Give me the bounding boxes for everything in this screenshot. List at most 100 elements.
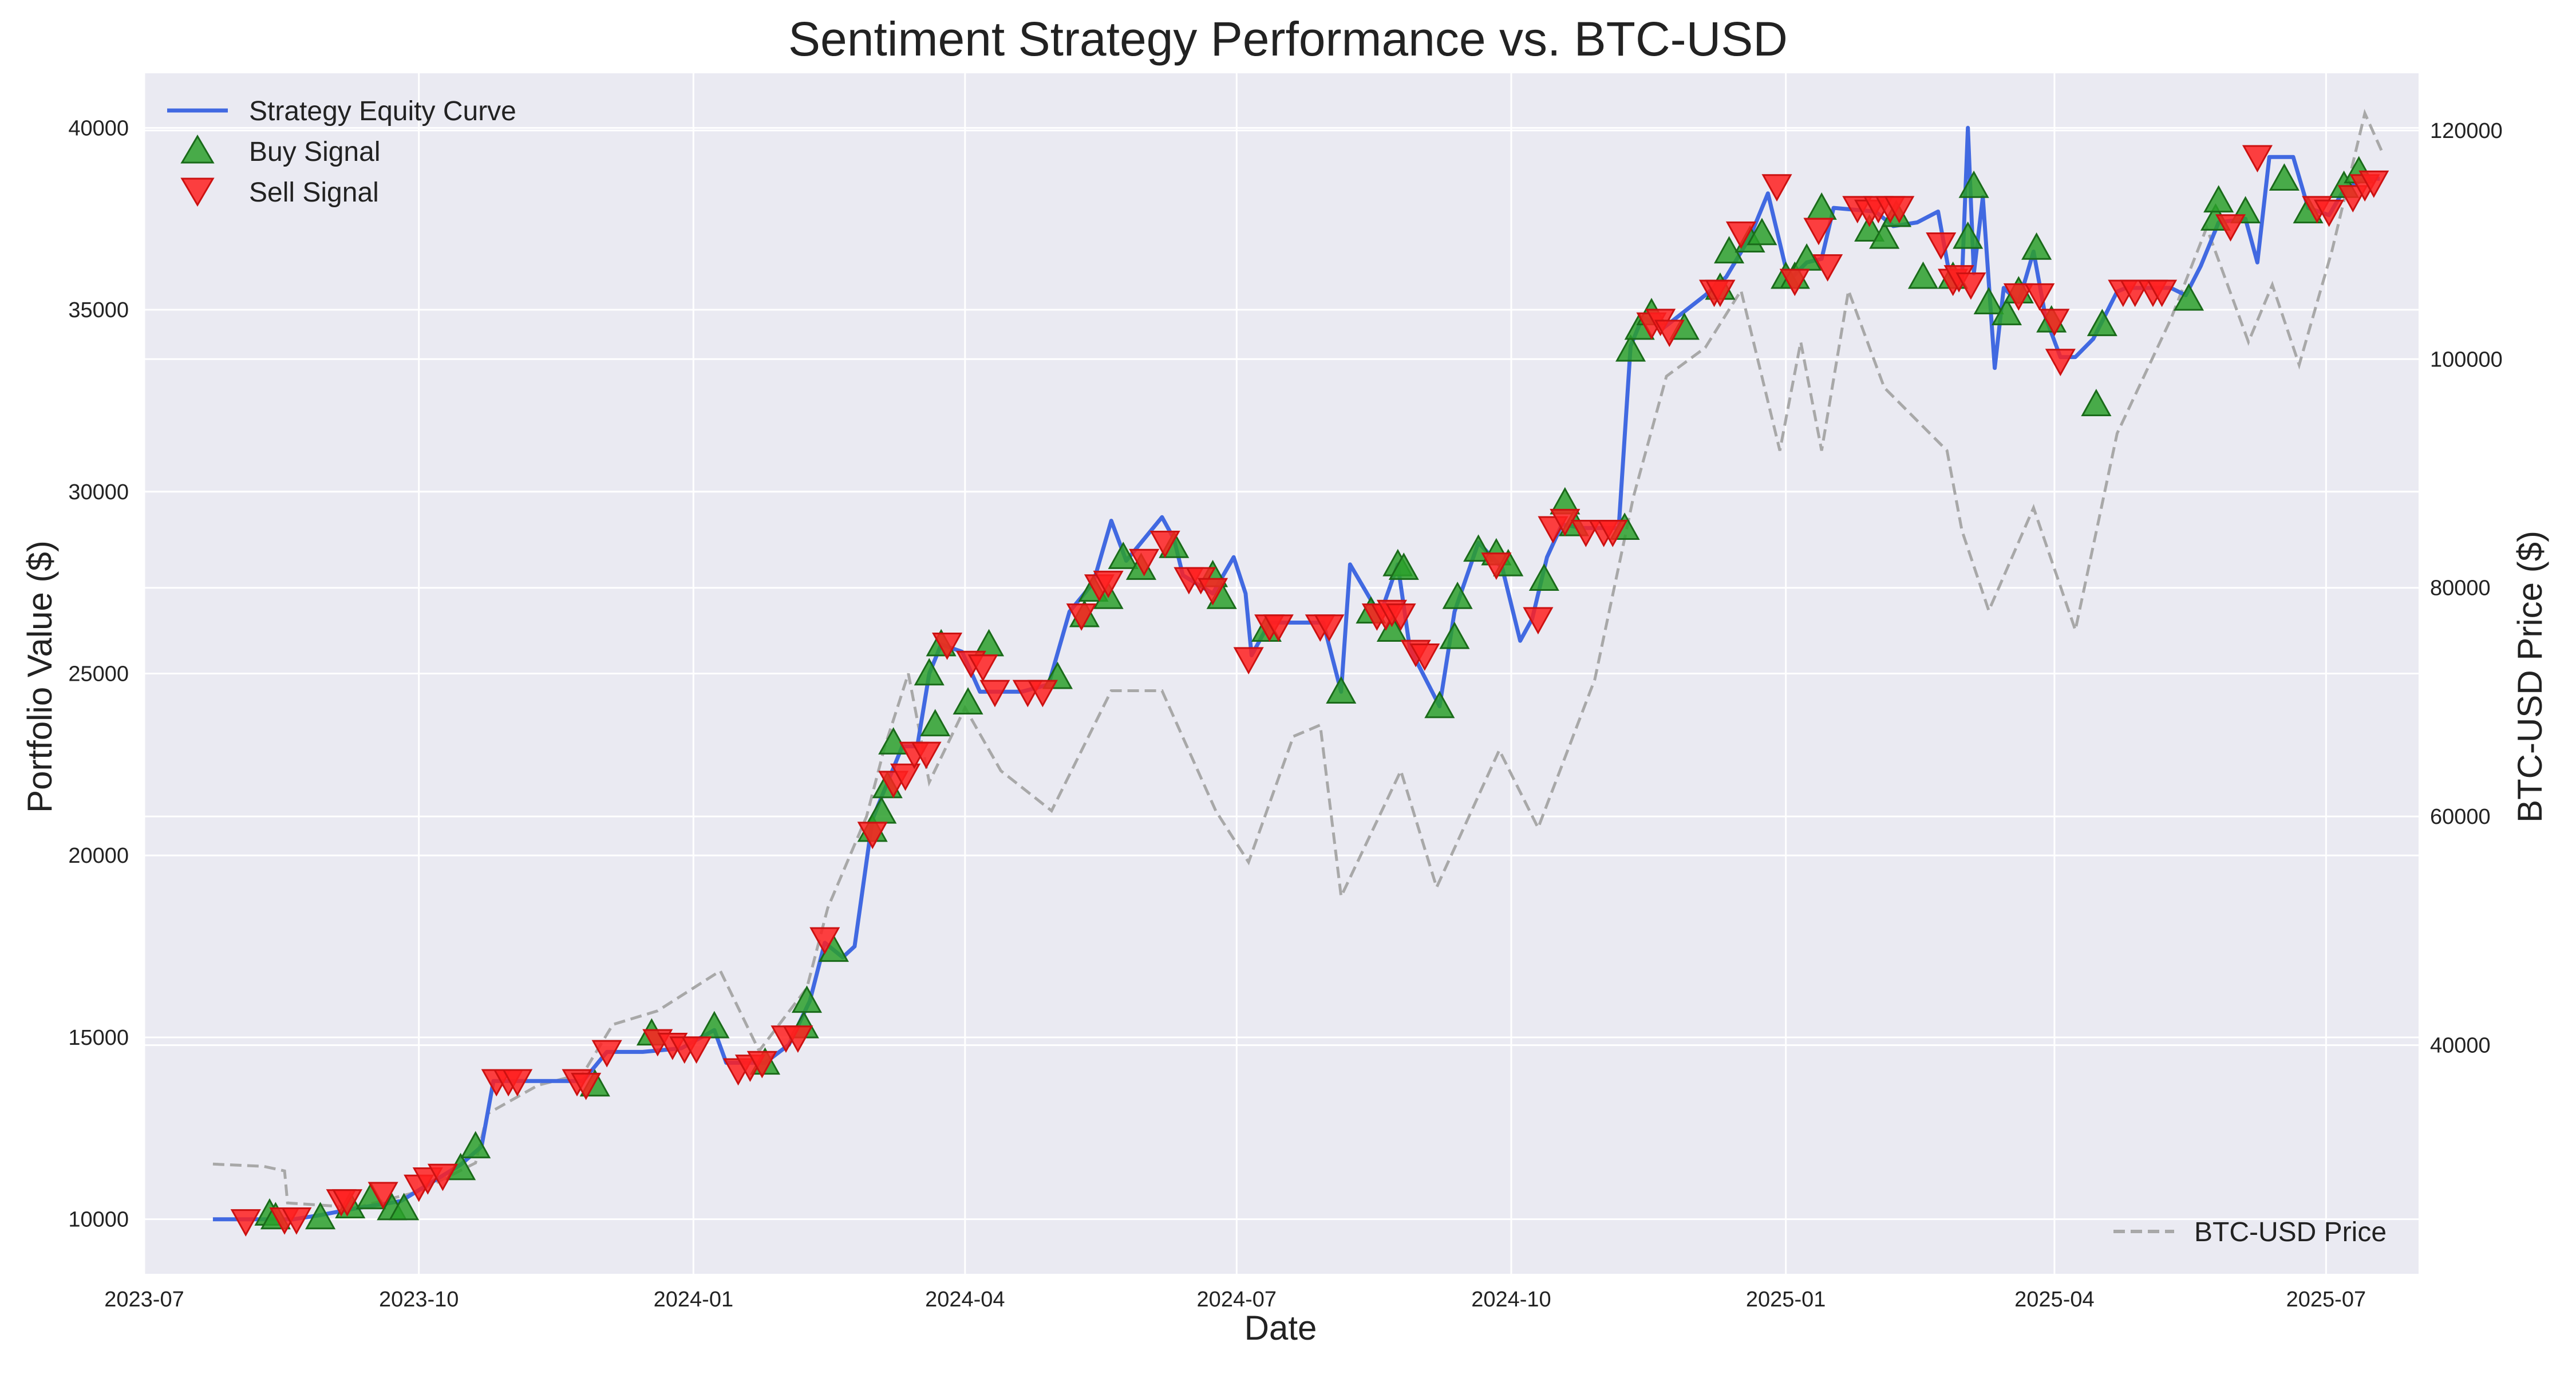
- sell-signal-marker: [1027, 680, 1058, 708]
- sell-signal-marker: [1654, 319, 1685, 348]
- x-tick-label: 2024-07: [1197, 1288, 1277, 1312]
- legend-swatch-buy: [180, 135, 215, 164]
- sell-signal-marker: [1093, 570, 1124, 598]
- sell-signal-marker: [591, 1040, 622, 1068]
- buy-signal-marker: [920, 709, 951, 737]
- buy-signal-marker: [1747, 218, 1777, 246]
- sell-signal-marker: [502, 1069, 533, 1097]
- buy-signal-marker: [389, 1193, 420, 1221]
- buy-signal-marker: [1958, 170, 1989, 198]
- y2-tick-label: 40000: [2430, 1034, 2491, 1058]
- sell-signal-marker: [1314, 614, 1345, 642]
- sell-signal-marker: [1198, 578, 1228, 606]
- sell-signal-marker: [1779, 269, 1810, 297]
- legend-label-sell: Sell Signal: [249, 177, 379, 208]
- sell-signal-marker: [2147, 279, 2178, 307]
- chart-title: Sentiment Strategy Performance vs. BTC-U…: [788, 12, 1788, 66]
- buy-signal-marker: [1854, 214, 1885, 242]
- sell-signal-marker: [1149, 531, 1180, 558]
- y2-tick-label: 60000: [2430, 805, 2491, 829]
- sell-signal-marker: [979, 680, 1010, 708]
- sell-signal-marker: [1523, 607, 1554, 635]
- buy-signal-marker: [460, 1131, 491, 1159]
- sell-signal-marker: [681, 1036, 712, 1064]
- sell-signal-marker: [783, 1025, 813, 1053]
- sell-signal-marker: [1725, 221, 1756, 249]
- sell-signal-marker: [931, 632, 963, 660]
- sell-signal-marker: [2045, 349, 2076, 377]
- y-axis-label: Portfolio Value ($): [21, 540, 59, 813]
- sell-signal-marker: [809, 927, 840, 955]
- y-tick-label: 15000: [68, 1026, 129, 1050]
- x-tick-label: 2024-01: [654, 1288, 733, 1312]
- sell-signal-marker: [1481, 552, 1512, 580]
- sell-signal-marker: [427, 1163, 458, 1191]
- y2-tick-label: 80000: [2430, 577, 2491, 601]
- sell-signal-marker: [1385, 603, 1416, 631]
- y-tick-label: 10000: [68, 1208, 129, 1232]
- sell-signal-marker: [2215, 214, 2246, 242]
- y2-axis-label: BTC-USD Price ($): [2511, 531, 2549, 823]
- buy-signal-marker: [1439, 621, 1470, 649]
- x-axis-ticks: 2023-07 2023-10 2024-01 2024-04 2024-07 2024-…: [104, 1288, 2366, 1312]
- legend-label-equity: Strategy Equity Curve: [249, 96, 516, 127]
- sell-signal-marker: [2024, 283, 2055, 311]
- y-tick-label: 40000: [68, 116, 129, 140]
- x-axis-label: Date: [1244, 1309, 1317, 1347]
- y2-tick-label: 120000: [2430, 119, 2503, 143]
- x-tick-label: 2023-07: [104, 1288, 184, 1312]
- sell-signal-marker: [2358, 170, 2389, 198]
- sell-signal-marker: [2003, 283, 2034, 311]
- buy-signal-marker: [953, 687, 983, 715]
- buy-signal-marker: [1424, 690, 1455, 718]
- x-tick-label: 2025-01: [1746, 1288, 1826, 1312]
- sell-signal-marker: [1129, 548, 1160, 577]
- buy-signal-marker: [1326, 676, 1357, 704]
- sell-signal-marker: [1597, 519, 1628, 547]
- sell-signal-marker: [1409, 643, 1440, 671]
- signal-markers-layer: [230, 145, 2389, 1237]
- buy-signal-marker: [2087, 309, 2117, 337]
- sell-signal-marker: [571, 1072, 602, 1100]
- sell-signal-marker: [1550, 508, 1581, 536]
- sell-signal-marker: [911, 741, 942, 769]
- buy-signal-marker: [1869, 221, 1900, 249]
- buy-signal-marker: [878, 727, 909, 755]
- x-tick-label: 2024-10: [1471, 1288, 1551, 1312]
- sell-signal-marker: [2314, 199, 2345, 227]
- sell-signal-marker: [746, 1051, 777, 1079]
- y-tick-label: 35000: [68, 298, 129, 322]
- sell-signal-marker: [368, 1182, 398, 1210]
- y-axis-ticks: 10000 15000 20000 25000 30000 35000 40000: [68, 116, 129, 1231]
- sell-signal-marker: [967, 654, 998, 682]
- sell-signal-marker: [281, 1207, 312, 1235]
- buy-signal-marker: [1953, 221, 1984, 249]
- sell-signal-marker: [2242, 145, 2273, 173]
- legend-label-buy: Buy Signal: [249, 137, 380, 167]
- buy-signal-marker: [2203, 185, 2234, 213]
- sell-signal-marker: [1705, 279, 1736, 307]
- sell-signal-marker: [857, 822, 888, 850]
- buy-signal-marker: [699, 1010, 730, 1039]
- sell-signal-marker: [1233, 647, 1264, 675]
- sell-signal-marker: [1263, 614, 1294, 642]
- buy-signal-marker: [2269, 163, 2300, 191]
- legend-upper-left: Strategy Equity Curve Buy Signal Sell Si…: [167, 96, 516, 208]
- buy-signal-marker: [1615, 334, 1646, 362]
- legend-swatch-sell: [180, 177, 215, 207]
- sell-signal-marker: [1926, 232, 1957, 260]
- buy-signal-marker: [1528, 563, 1559, 591]
- sell-signal-marker: [331, 1189, 363, 1217]
- buy-signal-marker: [2021, 232, 2052, 260]
- buy-signal-marker: [1108, 542, 1139, 569]
- sell-signal-marker: [230, 1209, 261, 1237]
- x-tick-label: 2025-04: [2014, 1288, 2094, 1312]
- sell-signal-marker: [1761, 174, 1792, 202]
- buy-signal-marker: [914, 658, 945, 686]
- sell-signal-marker: [1066, 603, 1097, 631]
- grid-lines: [143, 73, 2419, 1274]
- buy-signal-marker: [1991, 298, 2022, 326]
- buy-signal-marker: [1442, 581, 1473, 609]
